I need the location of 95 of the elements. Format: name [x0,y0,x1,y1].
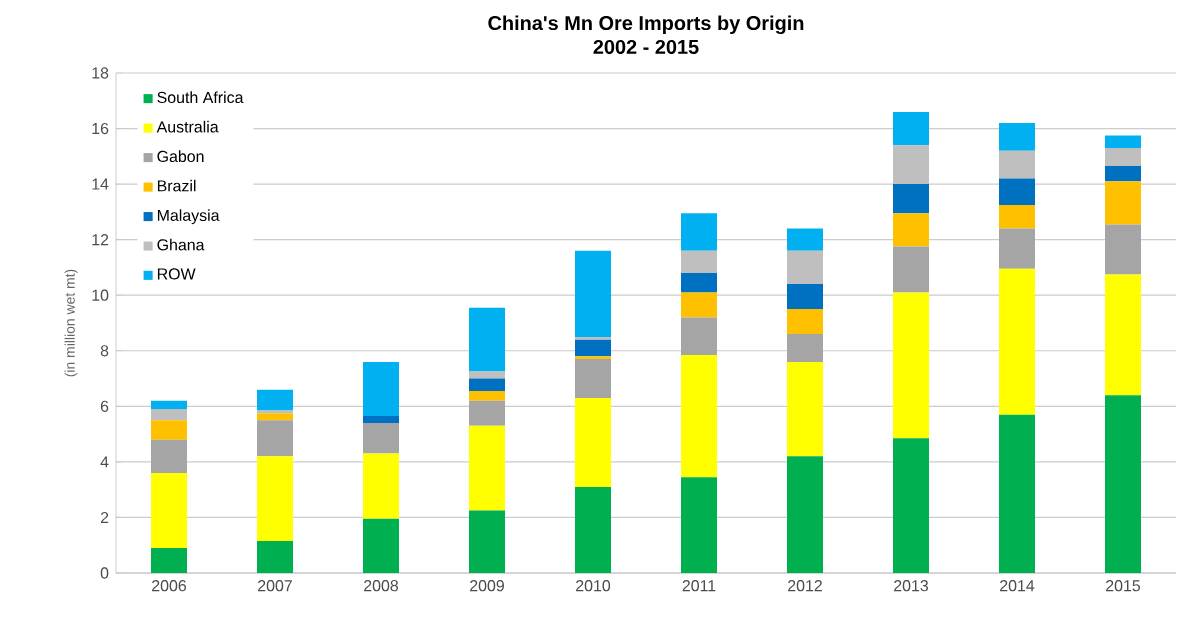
x-tick-label: 2012 [788,580,822,592]
bar [681,292,717,318]
y-tick-label: 16 [92,122,109,135]
bar [575,359,611,398]
bar [681,354,717,478]
bar [469,400,505,426]
legend-label: Brazil [157,179,196,192]
bar [575,486,611,573]
bar [363,416,399,423]
y-tick-label: 10 [92,289,109,301]
legend-label: ROW [157,268,196,280]
y-tick-label: 18 [92,67,109,79]
bar [787,334,823,362]
bar [893,438,929,573]
bar [575,336,611,340]
bar [363,453,399,519]
bar [787,309,823,335]
y-tick-label: 2 [100,511,109,524]
y-tick-label: 4 [100,456,109,468]
bar [893,246,929,293]
bar [469,371,505,379]
bar [469,378,505,392]
x-tick-label: 2009 [470,580,504,592]
y-tick-label: 6 [100,400,109,412]
bar [787,456,823,573]
bar [787,361,823,457]
bar [999,414,1035,573]
chart-subtitle: 2002 - 2015 [593,39,699,54]
bar [999,228,1035,269]
bar [469,425,505,511]
bar [681,213,717,251]
bar [469,510,505,573]
bar [575,250,611,337]
x-tick-label: 2010 [576,580,611,592]
x-tick-label: 2008 [364,580,399,592]
bar [893,292,929,439]
bar [363,423,399,454]
chart-title: China's Mn Ore Imports by Origin [488,15,804,35]
legend-label: Gabon [157,150,204,163]
y-tick-label: 0 [100,567,109,579]
bar [787,284,823,310]
x-tick-label: 2013 [894,580,929,592]
bar [575,339,611,357]
bar [1105,224,1141,275]
bar [1105,148,1141,167]
bar [1105,274,1141,396]
x-tick-label: 2014 [1000,580,1035,592]
bar [1105,181,1141,225]
bar [681,317,717,355]
legend-label: Ghana [157,238,205,251]
bar [363,361,399,417]
bar [893,145,929,185]
bar [681,250,717,273]
x-tick-label: 2015 [1106,580,1141,592]
y-tick-label: 14 [92,178,109,190]
x-tick-label: 2011 [682,580,716,592]
bar [469,391,505,401]
legend-label: Australia [156,120,219,133]
bar [681,273,717,293]
bar [1105,395,1141,573]
bar [257,420,293,457]
bar [257,413,293,421]
y-tick-label: 8 [100,345,109,357]
bar [151,548,187,573]
x-tick-label: 2007 [258,580,292,592]
bar [575,398,611,487]
bar [575,356,611,360]
bar [257,541,293,573]
bar [363,518,399,573]
bar [151,473,187,548]
legend-label: South Africa [157,91,244,104]
y-axis-title: (in million wet mt) [64,269,78,377]
y-tick-label: 12 [92,234,109,246]
bar [999,268,1035,415]
bar [151,409,187,421]
legend-label: Malaysia [157,209,220,225]
x-tick-label: 2006 [152,580,187,592]
bar [999,150,1035,179]
bar [999,178,1035,205]
bar [257,389,293,411]
bar [787,228,823,251]
bar [1105,166,1141,182]
bar [469,307,505,372]
bar [787,250,823,285]
bar [1105,135,1141,148]
bar [893,213,929,247]
bar [893,184,929,214]
bar [999,123,1035,151]
bar [151,439,187,473]
bar [893,111,929,146]
bar [151,420,187,440]
bar [999,204,1035,229]
bar [681,477,717,573]
bar [151,400,187,410]
bar [257,456,293,542]
